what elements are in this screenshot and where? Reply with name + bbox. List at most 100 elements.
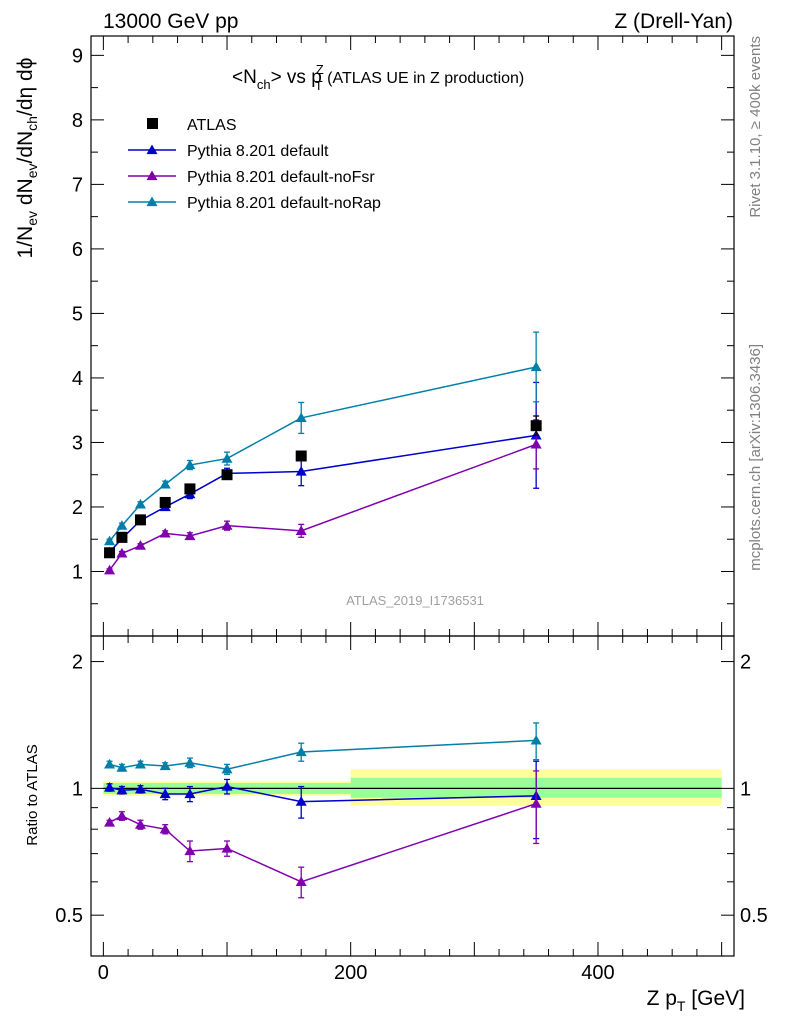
main-series-1 — [104, 419, 542, 575]
ratio-series-1 — [104, 770, 542, 899]
main-point — [104, 564, 116, 575]
legend-marker-data — [147, 118, 158, 129]
main-data-point — [116, 531, 128, 543]
main-series-2 — [104, 331, 542, 546]
ratio-point — [134, 758, 146, 769]
main-y-tick-label: 8 — [72, 110, 83, 132]
main-data-point — [134, 514, 146, 526]
legend-label: Pythia 8.201 default — [187, 143, 329, 160]
ratio-point — [295, 876, 307, 886]
legend-label: Pythia 8.201 default-noFsr — [187, 169, 375, 186]
chart-marks — [104, 331, 542, 899]
legend-label: Pythia 8.201 default-noRap — [187, 195, 381, 212]
x-tick-label: 400 — [581, 962, 614, 984]
ratio-point — [184, 788, 196, 799]
analysis-watermark: ATLAS_2019_I1736531 — [346, 593, 484, 608]
main-y-tick-label: 3 — [72, 432, 83, 454]
main-point — [134, 498, 146, 509]
ratio-point — [116, 762, 128, 772]
main-data-point — [159, 496, 171, 508]
legend-marker — [146, 196, 158, 207]
main-y-tick-label: 9 — [72, 45, 83, 67]
ratio-point — [116, 784, 128, 795]
ratio-series-2 — [104, 722, 542, 775]
ratio-point — [184, 757, 196, 767]
main-series-line — [108, 366, 537, 542]
x-axis-label: Z pT [GeV] — [647, 987, 745, 1014]
main-data-point — [184, 483, 196, 495]
header-right: Z (Drell-Yan) — [614, 10, 733, 33]
main-y-tick-label: 4 — [72, 368, 83, 390]
main-point — [295, 412, 307, 423]
ratio-y-tick-label: 1 — [72, 778, 83, 800]
main-data-point — [221, 469, 233, 481]
main-point — [184, 530, 196, 541]
ratio-point — [295, 746, 307, 757]
ratio-frame — [90, 635, 735, 957]
ratio-series-line — [109, 739, 537, 771]
ratio-point — [159, 788, 171, 799]
ratio-series-line — [109, 785, 537, 803]
main-point — [295, 525, 307, 535]
main-title: <Nch> vs pZ T (ATLAS UE in Z production) — [232, 62, 524, 93]
ratio-point — [530, 798, 542, 808]
main-data-point — [295, 450, 307, 462]
main-point — [530, 438, 542, 449]
legend-marker — [146, 170, 158, 181]
ratio-point — [104, 758, 116, 769]
main-y-tick-label: 5 — [72, 303, 83, 325]
main-data-point — [104, 547, 116, 559]
ratio-point — [159, 823, 171, 834]
main-y-label: 1/Nev dNev/dNch/dη dϕ — [14, 58, 40, 259]
main-data-point — [530, 420, 542, 432]
header-left: 13000 GeV pp — [103, 10, 238, 33]
main-point — [134, 540, 146, 550]
x-tick-label: 0 — [98, 962, 109, 984]
main-y-tick-label: 7 — [72, 174, 83, 196]
ratio-point — [134, 819, 146, 829]
main-point — [116, 520, 128, 530]
ratio-y-label: Ratio to ATLAS — [24, 744, 41, 845]
main-series-0 — [104, 381, 542, 557]
main-y-tick-label: 2 — [72, 497, 83, 519]
ratio-point — [134, 783, 146, 794]
main-point — [221, 453, 233, 463]
main-point — [530, 361, 542, 372]
ratio-point — [530, 734, 542, 745]
ratio-point — [104, 781, 116, 792]
legend-marker — [146, 144, 158, 155]
ratio-y-tick-label: 0.5 — [55, 905, 83, 927]
ratio-uncertainty-band — [103, 769, 722, 806]
rivet-version: Rivet 3.1.10, ≥ 400k events — [747, 36, 764, 218]
mcplots-credit: mcplots.cern.ch [arXiv:1306.3436] — [747, 344, 764, 571]
ratio-y-tick-label: 2 — [72, 652, 83, 674]
ratio-series-line — [109, 802, 537, 883]
ratio-y-tick-label-right: 1 — [740, 778, 751, 800]
main-series-line — [108, 443, 537, 571]
legend-label: ATLAS — [187, 117, 237, 134]
main-point — [104, 535, 116, 546]
axes: 1 2 3 4 5 6 7 8 9 0.5 0.5 1 1 2 2 0 200 400 — [55, 35, 768, 984]
ratio-point — [116, 810, 128, 821]
main-point — [184, 459, 196, 470]
ratio-point — [104, 816, 116, 827]
main-series-3 — [104, 415, 542, 559]
x-tick-label: 200 — [334, 962, 367, 984]
ratio-point — [221, 763, 233, 774]
main-point — [295, 465, 307, 476]
main-point — [221, 520, 233, 530]
main-point — [159, 527, 171, 538]
main-y-tick-label: 1 — [72, 561, 83, 583]
main-point — [116, 547, 128, 558]
ratio-y-tick-label-right: 2 — [740, 652, 751, 674]
ratio-y-tick-label-right: 0.5 — [740, 905, 768, 927]
ratio-point — [221, 842, 233, 853]
ratio-point — [221, 781, 233, 791]
ratio-point — [184, 845, 196, 856]
main-point — [159, 478, 171, 489]
legend: ATLAS Pythia 8.201 default Pythia 8.201 de… — [128, 117, 381, 212]
ratio-point — [159, 760, 171, 771]
main-y-tick-label: 6 — [72, 239, 83, 261]
ratio-point — [295, 796, 307, 806]
